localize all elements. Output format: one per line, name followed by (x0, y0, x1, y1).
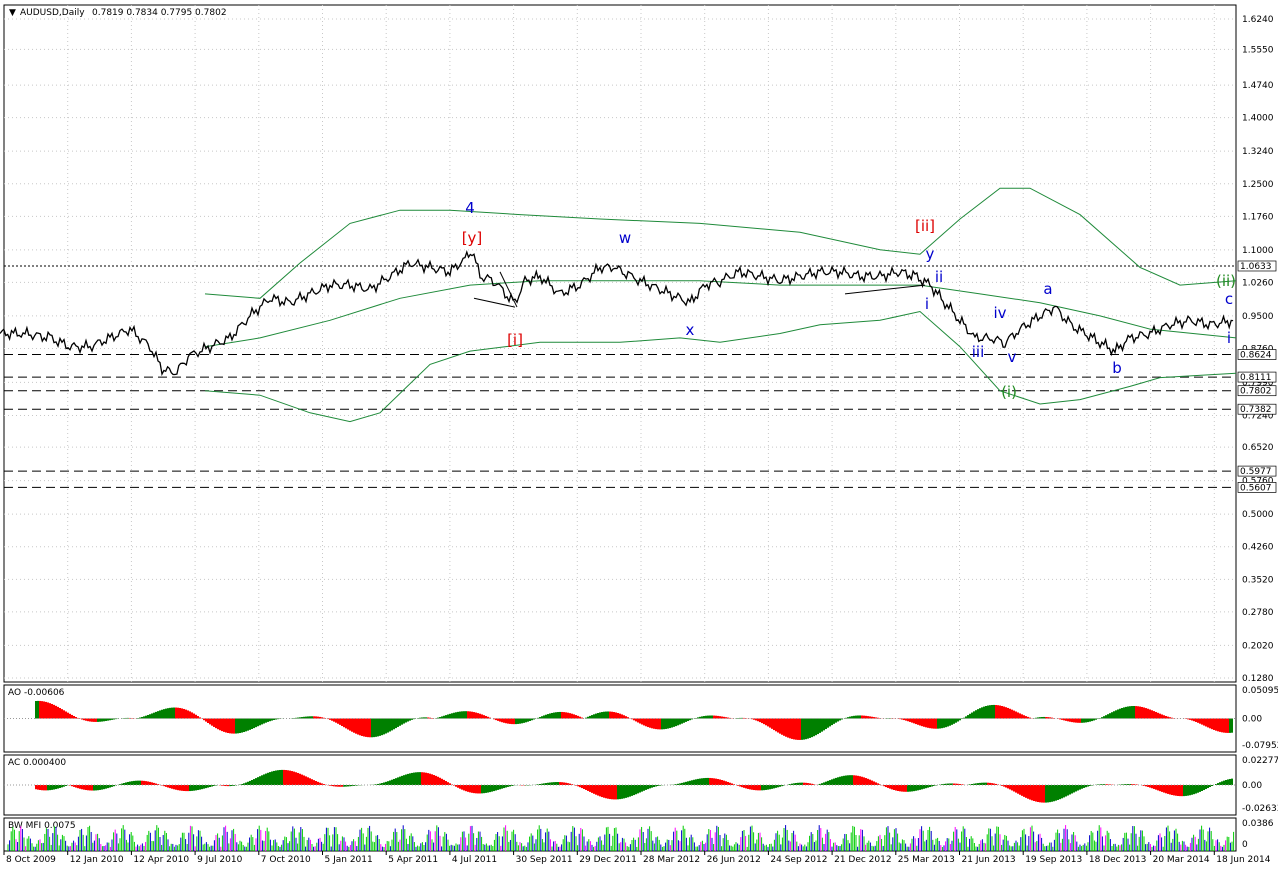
y-tick-label: 0.3520 (1242, 575, 1274, 585)
level-price-label: 0.7382 (1240, 405, 1272, 415)
level-price-label: 1.0633 (1240, 262, 1272, 272)
main-panel (3, 4, 1237, 683)
ac-tick-label: 0.00 (1242, 781, 1262, 791)
symbol-title: AUDUSD,Daily (20, 8, 85, 18)
ao-title: AO -0.00606 (8, 688, 65, 698)
x-tick-label: 9 Jul 2010 (197, 855, 242, 865)
price-line (0, 250, 1234, 377)
ao-tick-label: -0.07952 (1242, 741, 1278, 751)
wave-label-13: (i) (1001, 383, 1017, 401)
level-price-label: 0.7802 (1240, 387, 1272, 397)
x-tick-label: 8 Oct 2009 (6, 855, 56, 865)
y-tick-label: 0.9500 (1242, 312, 1274, 322)
ac-tick-label: 0.022777 (1242, 756, 1278, 766)
ohlc-readout: 0.7819 0.7834 0.7795 0.7802 (92, 8, 227, 18)
y-tick-label: 0.2780 (1242, 608, 1274, 618)
y-tick-label: 1.1760 (1242, 212, 1274, 222)
wave-label-10: iii (972, 343, 985, 361)
wave-label-1: 4 (465, 199, 475, 217)
ac-tick-label: -0.02633 (1242, 804, 1278, 814)
x-tick-label: 5 Jan 2011 (325, 855, 373, 865)
x-tick-label: 25 Mar 2013 (898, 855, 955, 865)
envelope-band (204, 187, 1237, 299)
level-price-label: 0.8624 (1240, 350, 1272, 360)
y-tick-label: 0.7990 (1242, 378, 1274, 388)
x-tick-label: 30 Sep 2011 (516, 855, 573, 865)
level-price-box (1237, 385, 1277, 397)
y-tick-label: 1.0260 (1242, 278, 1274, 288)
y-tick-label: 1.4740 (1242, 81, 1274, 91)
level-price-box (1237, 403, 1277, 415)
wave-label-8: ii (935, 268, 943, 286)
y-tick-label: 0.4260 (1242, 543, 1274, 553)
level-price-box (1237, 465, 1277, 477)
y-tick-label: 1.5550 (1242, 45, 1274, 55)
wave-label-18: i (1227, 329, 1231, 347)
y-tick-label: 0.6520 (1242, 443, 1274, 453)
x-tick-label: 28 Mar 2012 (643, 855, 700, 865)
level-price-label: 0.8111 (1240, 373, 1272, 383)
y-tick-label: 0.5000 (1242, 510, 1274, 520)
x-tick-label: 21 Dec 2012 (834, 855, 892, 865)
y-tick-label: 1.2500 (1242, 180, 1274, 190)
wave-label-12: v (1008, 348, 1017, 366)
x-tick-label: 24 Sep 2012 (770, 855, 827, 865)
x-tick-label: 18 Jun 2014 (1216, 855, 1270, 865)
level-price-box (1237, 482, 1277, 493)
y-tick-label: 1.4000 (1242, 114, 1274, 124)
trendline (499, 271, 518, 308)
wave-label-2: [y] (462, 229, 483, 247)
y-tick-label: 0.7240 (1242, 411, 1274, 421)
ao-tick-label: 0.05095 (1242, 686, 1278, 696)
mfi-tick-label: 0.0386 (1242, 819, 1274, 829)
x-tick-label: 5 Apr 2011 (388, 855, 438, 865)
level-price-box (1237, 349, 1277, 360)
wave-label-9: i (925, 295, 929, 313)
y-tick-label: 0.5760 (1242, 477, 1274, 487)
wave-label-6: [ii] (915, 217, 935, 235)
wave-label-5: x (686, 321, 695, 339)
level-price-box (1237, 260, 1277, 272)
x-tick-label: 12 Apr 2010 (133, 855, 189, 865)
x-tick-label: 4 Jul 2011 (452, 855, 497, 865)
level-price-box (1237, 371, 1277, 383)
trendline (473, 297, 516, 308)
level-price-label: 0.5977 (1240, 467, 1272, 477)
x-tick-label: 19 Sep 2013 (1025, 855, 1082, 865)
y-tick-label: 0.2020 (1242, 641, 1274, 651)
mfi-tick-label: 0 (1242, 840, 1248, 850)
trendline (844, 284, 926, 295)
y-tick-label: 0.1280 (1242, 674, 1274, 684)
x-tick-label: 26 Jun 2012 (707, 855, 761, 865)
x-tick-label: 29 Dec 2011 (579, 855, 637, 865)
level-price-label: 0.5607 (1240, 483, 1272, 493)
x-tick-label: 7 Oct 2010 (261, 855, 311, 865)
x-tick-label: 12 Jan 2010 (70, 855, 124, 865)
wave-label-16: (ii) (1216, 272, 1236, 290)
wave-label-17: c (1225, 290, 1233, 308)
menu-triangle-icon: ▼ (9, 8, 16, 18)
wave-label-14: a (1043, 280, 1052, 298)
x-tick-label: 20 Mar 2014 (1153, 855, 1210, 865)
wave-label-3: [i] (507, 331, 523, 349)
y-tick-label: 1.1000 (1242, 246, 1274, 256)
ac-title: AC 0.000400 (8, 758, 66, 768)
ao-tick-label: 0.00 (1242, 715, 1262, 725)
x-tick-label: 21 Jun 2013 (962, 855, 1016, 865)
wave-label-15: b (1112, 359, 1122, 377)
x-tick-label: 18 Dec 2013 (1089, 855, 1147, 865)
wave-label-7: y (926, 245, 935, 263)
mfi-title: BW MFI 0.0075 (8, 821, 76, 831)
wave-label-11: iv (993, 304, 1006, 322)
envelope-band (204, 280, 1237, 348)
envelope-band (204, 310, 1237, 423)
wave-label-4: w (619, 229, 631, 247)
y-tick-label: 1.6240 (1242, 15, 1274, 25)
y-tick-label: 1.3240 (1242, 147, 1274, 157)
